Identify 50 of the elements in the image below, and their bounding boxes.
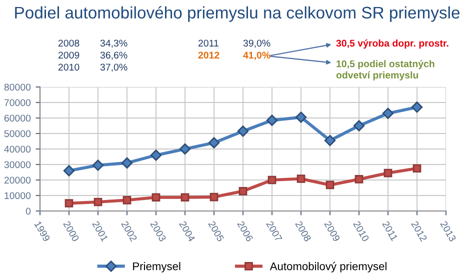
text: 41,0% (243, 52, 270, 60)
y-tick-label: 60000 (4, 114, 31, 122)
text: 2010 (58, 64, 80, 71)
chart-title: Podiel automobilového priemyslu na celkovom SR priemysle (15, 6, 460, 22)
y-tick-label: 30000 (4, 161, 31, 168)
point (210, 192, 218, 202)
point (295, 112, 307, 123)
text: 2011 (198, 40, 218, 47)
y-tick-label: 80000 (4, 84, 31, 91)
y-tick-label: 50000 (4, 130, 31, 138)
text: 2009 (58, 52, 80, 59)
point (64, 199, 74, 208)
point (296, 174, 306, 183)
point (122, 196, 132, 204)
text: 2012 (198, 52, 220, 59)
legend-label: Automobilový priemysel (270, 262, 386, 272)
point (237, 126, 249, 137)
point (94, 198, 102, 206)
point (412, 164, 422, 173)
point (121, 157, 133, 169)
point (180, 193, 190, 202)
point (384, 168, 392, 178)
y-tick-label: 40000 (4, 146, 31, 153)
legend-label: Priemysel (133, 262, 180, 272)
point (150, 150, 162, 161)
point (63, 165, 75, 176)
point (179, 143, 191, 155)
point (353, 120, 365, 132)
point (152, 193, 160, 202)
text: 37,0% (100, 64, 128, 72)
point (208, 137, 220, 148)
text: 36,6% (100, 52, 128, 60)
point (238, 186, 248, 196)
y-tick-label: 70000 (4, 99, 31, 106)
text: 10,5 podiel ostatných odvetví priemyslu (336, 60, 434, 80)
point (411, 102, 423, 113)
point (92, 160, 104, 171)
point (268, 176, 276, 184)
y-tick-label: 20000 (4, 176, 31, 184)
text: 34,3% (100, 40, 128, 48)
text: 39,0% (243, 40, 270, 48)
text: 2008 (58, 40, 80, 47)
point (354, 175, 364, 184)
y-tick-label: 10000 (4, 192, 31, 200)
text: 30,5 výroba dopr. prostr. (336, 39, 448, 49)
point (326, 180, 334, 190)
y-tick-label: 0 (26, 208, 31, 215)
point (324, 134, 336, 146)
point (266, 114, 278, 126)
point (382, 108, 394, 119)
